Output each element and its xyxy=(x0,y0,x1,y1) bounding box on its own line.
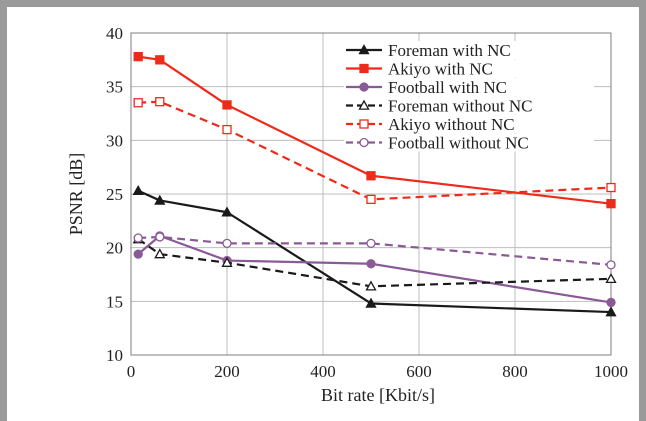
x-tick-label: 800 xyxy=(502,362,528,381)
circle-marker xyxy=(359,82,369,92)
y-tick-label: 15 xyxy=(106,292,123,311)
x-tick-label: 1000 xyxy=(594,362,628,381)
legend-entry-bg xyxy=(344,133,594,152)
legend-label: Football with NC xyxy=(388,78,507,97)
triangle-marker xyxy=(154,248,166,259)
circle-marker xyxy=(366,259,376,269)
legend-entry-bg xyxy=(344,96,594,115)
y-tick-label: 40 xyxy=(106,24,123,43)
series-layer xyxy=(132,51,617,317)
legend-entry-bg xyxy=(344,59,594,78)
circle-marker xyxy=(133,249,143,259)
series-akiyo-without-nc xyxy=(133,97,616,205)
triangle-marker xyxy=(358,44,370,55)
square-marker xyxy=(366,194,376,205)
square-marker xyxy=(133,51,143,62)
square-marker xyxy=(133,98,143,108)
legend-label: Akiyo without NC xyxy=(388,115,515,134)
circle-marker xyxy=(606,297,616,308)
square-marker xyxy=(222,100,232,110)
y-tick-label: 10 xyxy=(106,346,123,365)
square-marker xyxy=(366,171,376,181)
circle-marker xyxy=(606,260,616,270)
y-tick-label: 20 xyxy=(106,239,123,258)
series-foreman-with-nc xyxy=(132,184,617,317)
series-line xyxy=(138,235,612,266)
plot-area-border xyxy=(130,32,612,356)
circle-marker xyxy=(222,238,232,249)
legend-label: Foreman with NC xyxy=(388,41,511,60)
triangle-marker xyxy=(605,272,617,284)
circle-marker xyxy=(155,232,165,242)
triangle-marker xyxy=(221,206,233,217)
square-marker xyxy=(606,182,616,193)
square-marker xyxy=(359,63,369,74)
x-tick-label: 200 xyxy=(214,362,240,381)
legend-entry-bg xyxy=(344,41,594,59)
y-tick-label: 25 xyxy=(106,185,123,204)
x-axis-label: Bit rate [Kbit/s] xyxy=(321,385,435,405)
legend-entry: Foreman with NC xyxy=(344,41,594,60)
legend-label: Akiyo with NC xyxy=(388,60,493,79)
square-marker xyxy=(155,55,165,65)
legend-entry: Foreman without NC xyxy=(344,96,594,116)
square-marker xyxy=(155,97,165,107)
y-tick-label: 30 xyxy=(106,131,123,150)
legend-label: Foreman without NC xyxy=(388,97,533,116)
triangle-marker xyxy=(358,99,370,110)
square-marker xyxy=(606,199,616,209)
square-marker xyxy=(359,119,369,129)
triangle-marker xyxy=(221,256,233,267)
y-axis-label: PSNR [dB] xyxy=(66,153,86,236)
legend-entry: Football without NC xyxy=(344,133,594,153)
circle-marker xyxy=(366,238,376,249)
triangle-marker xyxy=(365,297,377,308)
triangle-marker xyxy=(132,184,144,196)
x-tick-label: 0 xyxy=(127,362,136,381)
legend-entry: Football with NC xyxy=(344,78,594,97)
triangle-marker xyxy=(365,280,377,291)
legend-entry: Akiyo with NC xyxy=(344,59,594,79)
circle-marker xyxy=(133,233,143,243)
square-marker xyxy=(222,124,232,135)
y-tick-label: 35 xyxy=(106,78,123,97)
legend-entry: Akiyo without NC xyxy=(344,115,594,134)
series-football-without-nc xyxy=(133,232,616,270)
legend-entry-bg xyxy=(344,115,594,133)
series-line xyxy=(137,189,612,314)
legend-label: Football without NC xyxy=(388,134,529,153)
triangle-marker xyxy=(605,306,617,317)
series-akiyo-with-nc xyxy=(133,51,616,209)
x-tick-label: 600 xyxy=(406,362,432,381)
x-tick-label: 400 xyxy=(310,362,336,381)
circle-marker xyxy=(359,137,369,148)
legend-entry-bg xyxy=(344,78,594,96)
triangle-marker xyxy=(154,194,166,205)
